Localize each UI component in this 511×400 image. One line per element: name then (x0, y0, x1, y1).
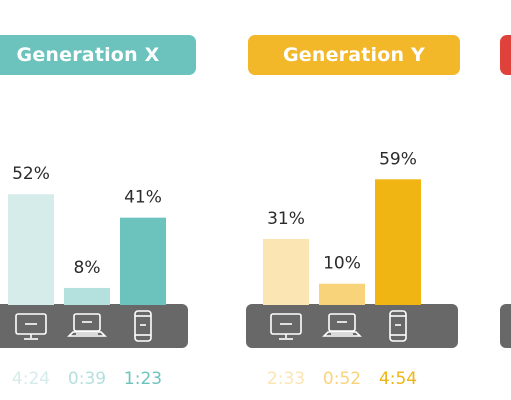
generation-y-computer-bar (263, 238, 309, 305)
partial-next-device-band (500, 304, 511, 348)
generation-x-title: Generation X (0, 35, 196, 75)
generation-y-laptop-icon (322, 313, 362, 337)
generation-y-monitor-icon (270, 313, 302, 340)
generation-y-smartphone-icon (389, 310, 407, 342)
generation-x-computer-time-label: 4:24 (12, 369, 50, 389)
generation-y-computer-percent-label: 31% (267, 209, 305, 229)
generation-y-smartphone-percent-label: 59% (379, 149, 417, 169)
generation-y-device-band (246, 304, 458, 348)
generation-x-monitor-icon (15, 313, 47, 340)
generation-x-laptop-time-label: 0:39 (68, 369, 106, 389)
generation-y-laptop-time-label: 0:52 (323, 369, 361, 389)
generation-x-computer-percent-label: 52% (12, 164, 50, 184)
generation-y-laptop-percent-label: 10% (323, 254, 361, 274)
generation-x-smartphone-bar (120, 217, 166, 305)
generation-x-smartphone-icon (134, 310, 152, 342)
generation-y-title: Generation Y (248, 35, 460, 75)
generation-x-laptop-icon (67, 313, 107, 337)
generation-x-smartphone-percent-label: 41% (124, 188, 162, 208)
generation-x-laptop-percent-label: 8% (74, 258, 101, 278)
generation-x-computer-bar (8, 194, 54, 305)
generation-y-computer-time-label: 2:33 (267, 369, 305, 389)
generation-x-device-band (0, 304, 188, 348)
generation-x-smartphone-time-label: 1:23 (124, 369, 162, 389)
generation-y-smartphone-bar (375, 179, 421, 305)
generation-x-laptop-bar (64, 287, 110, 305)
generation-y-laptop-bar (319, 283, 365, 305)
partial-next-title (500, 35, 511, 75)
generation-y-smartphone-time-label: 4:54 (379, 369, 417, 389)
